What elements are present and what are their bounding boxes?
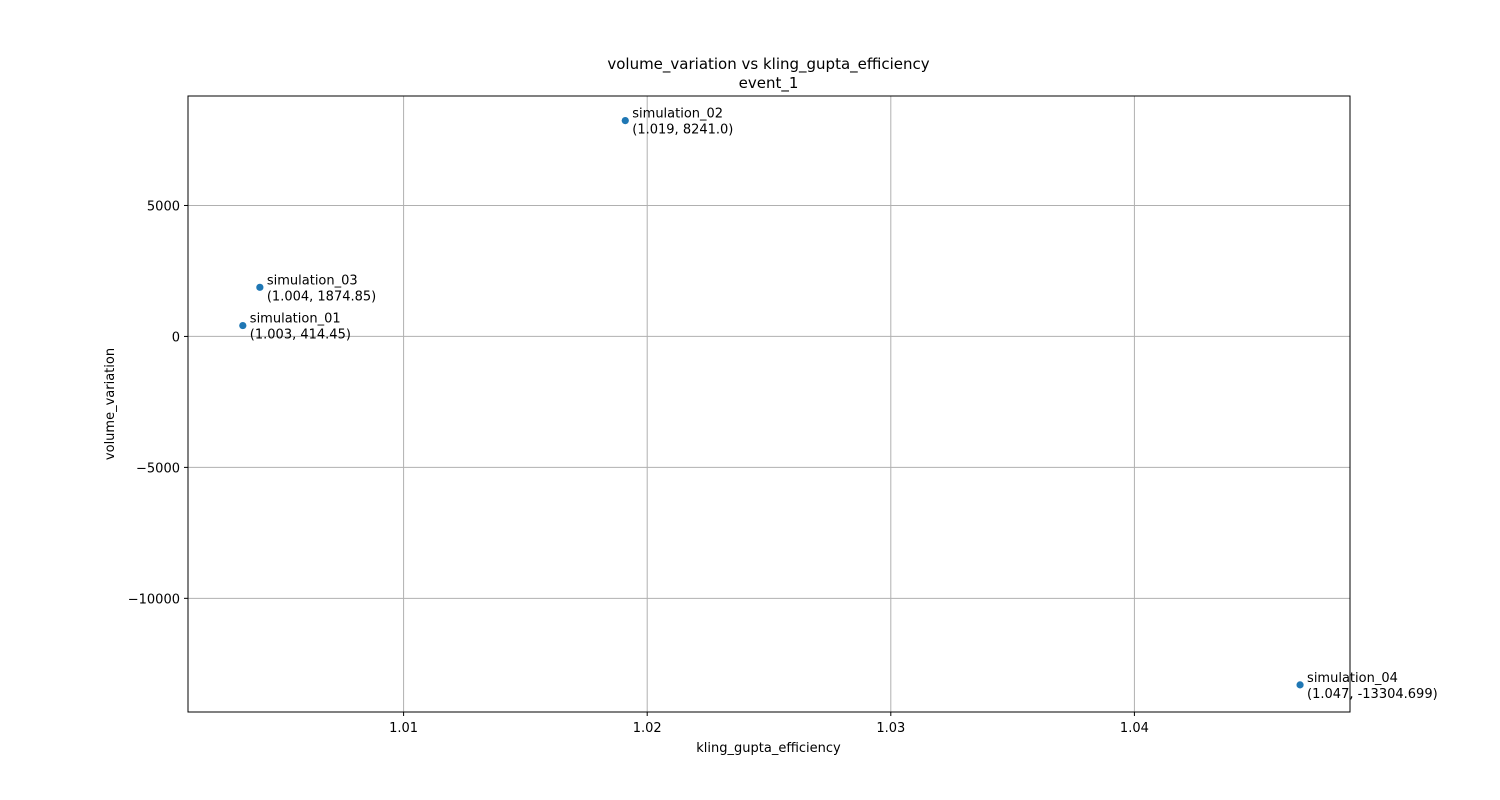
y-tick-label: 0 (172, 330, 180, 345)
y-tick-label: −10000 (128, 592, 180, 607)
data-point (239, 321, 247, 330)
point-coords-label: (1.047, -13304.699) (1307, 687, 1438, 702)
data-point (256, 283, 264, 291)
axis-ticks: 1.01 1.02 1.03 1.04 −10000 −5000 0 5000 (128, 199, 1149, 736)
y-tick-label: 5000 (147, 199, 180, 214)
point-coords-label: (1.019, 8241.0) (632, 123, 733, 138)
x-tick-label: 1.03 (876, 721, 905, 736)
x-tick-label: 1.01 (389, 721, 418, 736)
chart-subtitle: event_1 (739, 74, 799, 93)
grid (188, 96, 1350, 712)
x-tick-label: 1.02 (633, 721, 662, 736)
x-axis-label: kling_gupta_efficiency (696, 741, 841, 756)
y-axis-label: volume_variation (103, 348, 118, 460)
point-label: simulation_04 (1307, 671, 1398, 686)
point-coords-label: (1.004, 1874.85) (267, 289, 376, 304)
y-tick-label: −5000 (136, 461, 180, 476)
data-points: simulation_01(1.003, 414.45) simulation_0… (239, 107, 1438, 702)
x-tick-label: 1.04 (1120, 721, 1149, 736)
data-point (621, 116, 629, 125)
plot-area-frame (187, 95, 1351, 713)
data-point (1296, 681, 1304, 689)
point-coords-label: (1.003, 414.45) (250, 328, 351, 343)
point-label: simulation_03 (267, 273, 358, 288)
point-label: simulation_02 (632, 107, 723, 122)
chart-title: volume_variation vs kling_gupta_efficien… (607, 55, 929, 74)
point-label: simulation_01 (250, 312, 341, 327)
